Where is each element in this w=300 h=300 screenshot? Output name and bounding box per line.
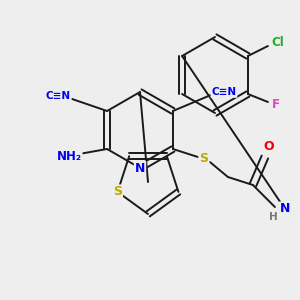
Text: F: F: [272, 98, 280, 110]
Text: N: N: [280, 202, 290, 215]
Text: O: O: [264, 140, 274, 154]
Text: Cl: Cl: [272, 35, 284, 49]
Text: N: N: [135, 161, 145, 175]
Text: S: S: [113, 185, 122, 198]
Text: H: H: [268, 212, 277, 222]
Text: C≡N: C≡N: [211, 87, 236, 97]
Text: C≡N: C≡N: [46, 91, 71, 101]
Text: S: S: [200, 152, 208, 164]
Text: NH₂: NH₂: [57, 149, 82, 163]
